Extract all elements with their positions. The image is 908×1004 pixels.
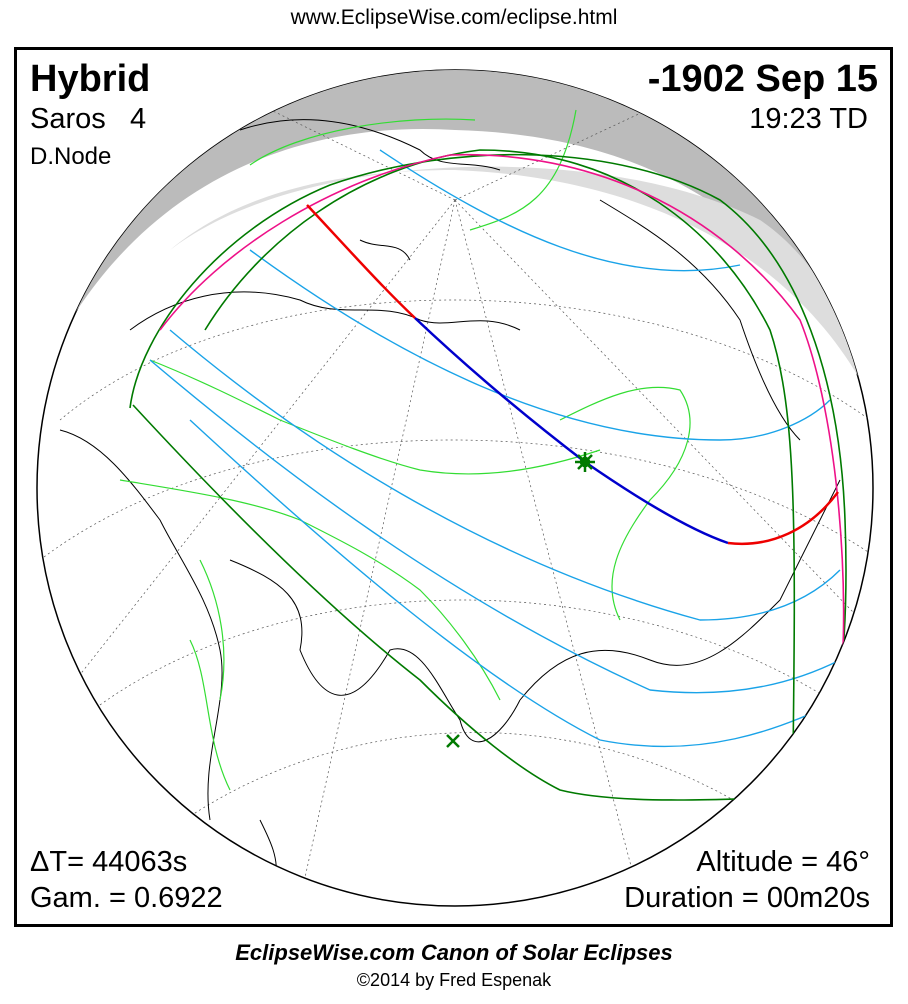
subsolar-point-cross [446,734,460,748]
saros-text: Saros [30,103,106,135]
delta-t: ΔT= 44063s [30,846,188,878]
penumbral-limit-inner [204,149,796,851]
penumbral-limit-outer [129,153,847,801]
southern-limit [132,404,841,801]
coastlines [59,119,841,881]
altitude: Altitude = 46° [696,846,870,878]
eclipse-type: Hybrid [30,58,151,100]
greatest-eclipse-star [575,452,595,472]
map-frame [14,47,893,927]
twilight-shade [170,166,873,420]
central-line-annular-se [727,491,840,546]
saros-label: Saros 4 [30,105,146,134]
footer-copyright: ©2014 by Fred Espenak [356,970,552,990]
central-line-annular-nw [306,204,416,319]
eclipse-time: 19:23 TD [749,103,868,135]
saros-number: 4 [129,103,147,135]
country-borders [119,109,691,791]
gamma: Gam. = 0.6922 [30,882,223,914]
time-contours [149,149,841,748]
eclipse-date: -1902 Sep 15 [647,58,878,100]
footer-title: EclipseWise.com Canon of Solar Eclipses [235,940,673,965]
node: D.Node [30,143,112,170]
url-header: www.EclipseWise.com/eclipse.html [290,6,618,29]
duration: Duration = 00m20s [624,882,870,914]
